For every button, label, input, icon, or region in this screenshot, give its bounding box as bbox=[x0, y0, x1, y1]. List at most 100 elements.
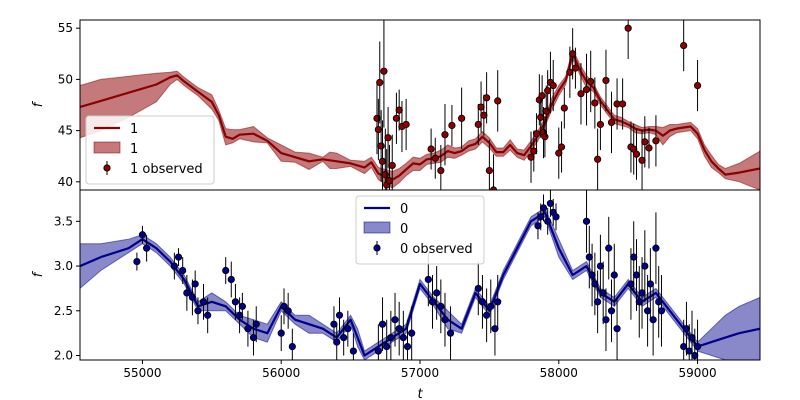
observed-point bbox=[638, 289, 646, 297]
observed-point bbox=[340, 334, 348, 342]
observed-point bbox=[610, 271, 618, 279]
observed-point bbox=[596, 120, 605, 129]
observed-point bbox=[384, 134, 392, 142]
observed-point bbox=[491, 325, 499, 333]
observed-point bbox=[630, 253, 638, 261]
observed-point bbox=[378, 157, 387, 165]
y-tick-label: 55 bbox=[58, 21, 73, 35]
observed-point bbox=[552, 213, 560, 221]
observed-point bbox=[376, 78, 384, 87]
observed-point bbox=[688, 334, 696, 342]
observed-point bbox=[649, 316, 657, 324]
y-tick-label: 50 bbox=[58, 72, 73, 86]
observed-point bbox=[530, 147, 538, 155]
observed-point bbox=[277, 329, 285, 337]
legend-marker-swatch bbox=[103, 164, 111, 172]
y-tick-label: 2.5 bbox=[54, 304, 73, 318]
observed-point bbox=[335, 311, 344, 319]
plot-area-bottom bbox=[80, 190, 760, 360]
observed-point bbox=[619, 100, 627, 108]
observed-point bbox=[437, 166, 445, 175]
observed-point bbox=[527, 153, 535, 161]
observed-point bbox=[383, 342, 391, 351]
observed-point bbox=[431, 154, 439, 162]
observed-point bbox=[544, 87, 552, 95]
observed-point bbox=[682, 325, 691, 333]
observed-point bbox=[483, 311, 491, 319]
observed-point bbox=[487, 302, 495, 310]
observed-point bbox=[587, 77, 595, 86]
y-tick-label: 45 bbox=[58, 124, 73, 138]
legend-label: 0 observed bbox=[400, 242, 473, 257]
observed-point bbox=[685, 347, 693, 355]
observed-point bbox=[494, 298, 502, 306]
legend-band-swatch bbox=[93, 141, 121, 154]
observed-point bbox=[238, 302, 246, 310]
observed-point bbox=[655, 298, 663, 306]
observed-point bbox=[378, 320, 387, 328]
observed-point bbox=[280, 302, 288, 310]
observed-point bbox=[377, 142, 385, 150]
observed-point bbox=[194, 307, 202, 315]
observed-point bbox=[249, 334, 258, 342]
observed-point bbox=[458, 114, 466, 122]
observed-point bbox=[641, 138, 649, 146]
y-tick-label: 40 bbox=[58, 175, 73, 189]
observed-point bbox=[395, 106, 403, 114]
observed-point bbox=[555, 149, 563, 157]
observed-point bbox=[477, 103, 485, 111]
x-tick-label: 59000 bbox=[678, 366, 716, 380]
observed-point bbox=[133, 257, 141, 266]
legend-box bbox=[85, 115, 215, 185]
observed-point bbox=[632, 150, 641, 158]
observed-point bbox=[448, 121, 456, 130]
y-axis-label: f bbox=[31, 100, 46, 107]
observed-point bbox=[635, 298, 643, 306]
observed-point bbox=[537, 113, 545, 121]
observed-point bbox=[489, 186, 498, 190]
observed-point bbox=[582, 86, 591, 94]
observed-point bbox=[607, 118, 616, 127]
observed-point bbox=[594, 155, 602, 163]
observed-point bbox=[380, 67, 388, 75]
observed-point bbox=[170, 262, 178, 270]
observed-point bbox=[485, 166, 493, 175]
observed-point bbox=[478, 298, 487, 306]
observed-point bbox=[627, 280, 635, 288]
y-tick-label: 3.0 bbox=[54, 259, 73, 273]
observed-point bbox=[693, 342, 702, 351]
observed-point bbox=[494, 97, 502, 105]
observed-point bbox=[483, 94, 491, 102]
observed-point bbox=[480, 111, 488, 119]
observed-point bbox=[138, 231, 147, 239]
legend-label: 0 bbox=[400, 202, 408, 217]
observed-point bbox=[373, 114, 381, 122]
observed-point bbox=[605, 244, 613, 252]
observed-point bbox=[474, 284, 482, 293]
observed-point bbox=[569, 50, 577, 58]
observed-point bbox=[632, 271, 641, 279]
observed-point bbox=[571, 64, 580, 72]
observed-point bbox=[585, 253, 593, 261]
observed-point bbox=[199, 298, 208, 306]
observed-point bbox=[204, 311, 212, 319]
observed-point bbox=[402, 120, 410, 129]
observed-point bbox=[446, 329, 455, 337]
observed-point bbox=[179, 266, 187, 275]
observed-point bbox=[544, 217, 552, 225]
observed-point bbox=[391, 316, 399, 324]
observed-point bbox=[643, 307, 652, 315]
observed-point bbox=[549, 81, 557, 90]
observed-point bbox=[349, 347, 357, 355]
observed-point bbox=[641, 262, 649, 270]
observed-point bbox=[591, 99, 599, 107]
y-axis-label: f bbox=[31, 270, 46, 277]
observed-point bbox=[385, 177, 394, 185]
y-tick-label: 2.0 bbox=[54, 349, 73, 363]
x-tick-label: 56000 bbox=[262, 366, 300, 380]
observed-point bbox=[188, 293, 197, 301]
observed-point bbox=[333, 338, 341, 346]
observed-point bbox=[539, 204, 548, 212]
observed-point bbox=[374, 347, 382, 355]
observed-point bbox=[437, 302, 445, 310]
